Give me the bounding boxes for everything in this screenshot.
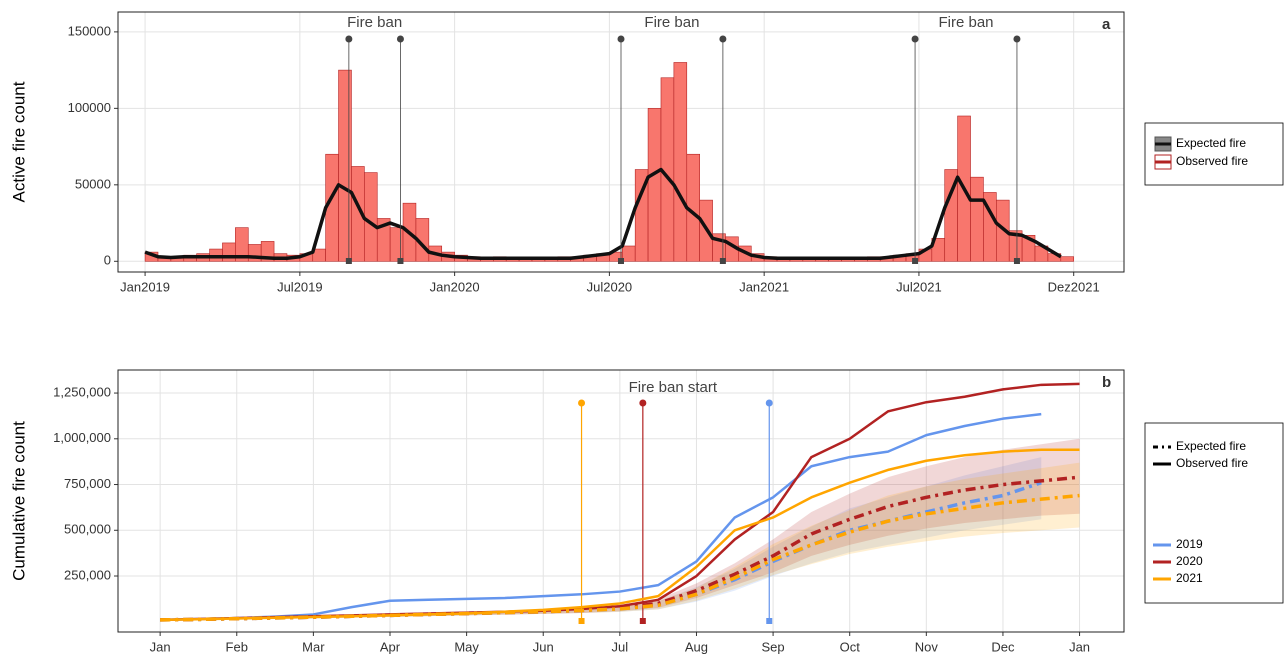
x-tick-label: Aug (685, 639, 708, 654)
y-axis-title: Active fire count (9, 81, 28, 202)
ribbon (160, 457, 1042, 621)
x-tick-label: Jan2020 (430, 279, 480, 294)
y-tick-label: 250,000 (64, 567, 111, 582)
observed-line (160, 412, 1042, 622)
ban-dot (765, 399, 773, 407)
panel-letter: b (1102, 374, 1111, 391)
y-tick-label: 100000 (68, 100, 111, 115)
bar (338, 69, 352, 262)
bar (647, 108, 662, 262)
plot-border (117, 369, 1125, 633)
ban-foot (578, 618, 585, 624)
bar (621, 245, 636, 262)
y-tick-label: 0 (104, 253, 111, 268)
x-tick-label: Jun (533, 639, 554, 654)
y-tick-label: 1,250,000 (53, 384, 111, 399)
ban-dot (911, 35, 919, 43)
x-tick-label: Dec (991, 639, 1015, 654)
ban-dot (639, 399, 647, 407)
ban-dot (578, 399, 586, 407)
ban-foot (1013, 258, 1020, 264)
ban-foot (912, 258, 919, 264)
ban-foot (397, 258, 404, 264)
bar (389, 227, 404, 262)
ribbon (160, 438, 1080, 621)
y-tick-label: 150000 (68, 23, 111, 38)
ban-label: Fire ban (644, 14, 699, 31)
x-tick-label: Jan (1069, 639, 1090, 654)
y-tick-label: 750,000 (64, 476, 111, 491)
bar (1060, 256, 1075, 262)
legend-label: Observed fire (1176, 456, 1248, 470)
x-tick-label: Jan2021 (739, 279, 789, 294)
legend-label: 2019 (1176, 537, 1203, 551)
x-tick-label: Mar (302, 639, 325, 654)
y-axis-title: Cumulative fire count (9, 421, 28, 581)
bar (673, 62, 688, 262)
ban-label: Fire ban start (629, 379, 718, 396)
ban-dot (396, 35, 404, 43)
ban-dot (719, 35, 727, 43)
observed-line (160, 448, 1080, 622)
ban-foot (719, 258, 726, 264)
bar (970, 176, 984, 262)
x-tick-label: May (454, 639, 479, 654)
ban-foot (345, 258, 352, 264)
legend-label: Observed fire (1176, 154, 1248, 168)
legend-box (1144, 422, 1284, 604)
x-tick-label: Jul2021 (896, 279, 942, 294)
bar (222, 242, 236, 262)
ban-label: Fire ban (347, 14, 402, 31)
x-tick-label: Jul (612, 639, 629, 654)
legend-label: Expected fire (1176, 439, 1246, 453)
expected-line (144, 167, 1062, 260)
y-tick-label: 50000 (75, 176, 111, 191)
x-tick-label: Apr (380, 639, 401, 654)
x-tick-label: Feb (226, 639, 248, 654)
panel-letter: a (1102, 16, 1111, 33)
legend-label: Expected fire (1176, 136, 1246, 150)
x-tick-label: Oct (840, 639, 861, 654)
ban-dot (617, 35, 625, 43)
x-tick-label: Nov (915, 639, 939, 654)
x-tick-label: Jul2020 (587, 279, 633, 294)
ban-dot (345, 35, 353, 43)
ban-foot (618, 258, 624, 264)
plot-background (118, 370, 1124, 632)
ban-foot (639, 618, 646, 624)
bar (364, 172, 378, 262)
x-tick-label: Jul2019 (277, 279, 323, 294)
y-tick-label: 1,000,000 (53, 430, 111, 445)
plot-border (117, 11, 1125, 273)
legend-label: 2020 (1176, 554, 1203, 568)
x-tick-label: Jan (150, 639, 171, 654)
y-tick-label: 500,000 (64, 522, 111, 537)
legend-box (1144, 122, 1284, 186)
ban-foot (766, 618, 773, 624)
ban-dot (1013, 35, 1021, 43)
x-tick-label: Sep (762, 639, 785, 654)
x-tick-label: Jan2019 (120, 279, 170, 294)
ban-label: Fire ban (938, 14, 993, 31)
ribbon (160, 462, 1080, 621)
legend-label: 2021 (1176, 571, 1203, 585)
x-tick-label: Dez2021 (1048, 279, 1100, 294)
